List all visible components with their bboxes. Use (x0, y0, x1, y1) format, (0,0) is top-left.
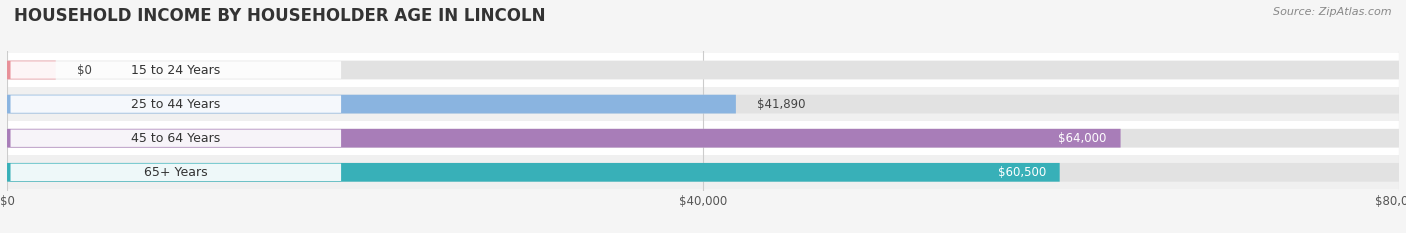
Bar (7, 155, 1399, 189)
FancyBboxPatch shape (7, 61, 1399, 79)
Bar (7, 121, 1399, 155)
Text: 65+ Years: 65+ Years (143, 166, 208, 179)
FancyBboxPatch shape (10, 164, 342, 181)
Text: 25 to 44 Years: 25 to 44 Years (131, 98, 221, 111)
FancyBboxPatch shape (10, 61, 342, 79)
FancyBboxPatch shape (7, 95, 1399, 113)
FancyBboxPatch shape (10, 130, 342, 147)
Text: Source: ZipAtlas.com: Source: ZipAtlas.com (1274, 7, 1392, 17)
FancyBboxPatch shape (7, 163, 1060, 182)
Text: $64,000: $64,000 (1059, 132, 1107, 145)
FancyBboxPatch shape (7, 95, 735, 113)
FancyBboxPatch shape (7, 163, 1399, 182)
FancyBboxPatch shape (7, 129, 1399, 147)
Text: $0: $0 (77, 64, 91, 76)
Text: $41,890: $41,890 (756, 98, 806, 111)
Bar (7, 87, 1399, 121)
Text: $60,500: $60,500 (997, 166, 1046, 179)
Text: 45 to 64 Years: 45 to 64 Years (131, 132, 221, 145)
FancyBboxPatch shape (7, 61, 56, 79)
Text: HOUSEHOLD INCOME BY HOUSEHOLDER AGE IN LINCOLN: HOUSEHOLD INCOME BY HOUSEHOLDER AGE IN L… (14, 7, 546, 25)
FancyBboxPatch shape (7, 129, 1121, 147)
FancyBboxPatch shape (10, 96, 342, 113)
Bar (7, 53, 1399, 87)
Text: 15 to 24 Years: 15 to 24 Years (131, 64, 221, 76)
